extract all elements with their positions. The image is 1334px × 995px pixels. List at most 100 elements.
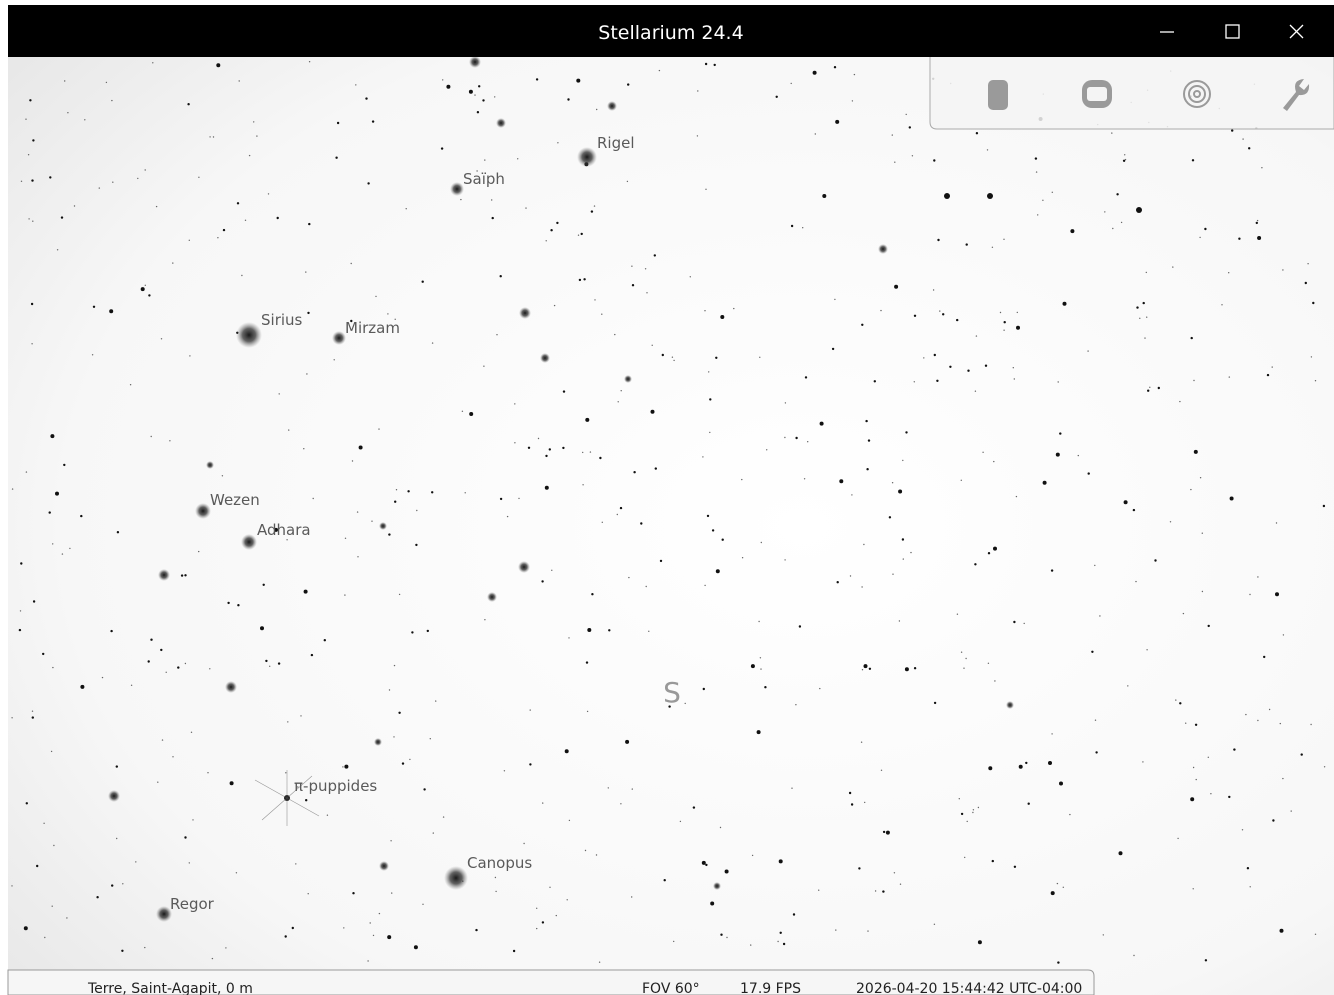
faint-star: [414, 945, 418, 949]
faint-star: [337, 122, 339, 124]
star[interactable]: [225, 681, 237, 693]
star[interactable]: [374, 738, 382, 746]
star[interactable]: [206, 461, 214, 469]
faint-star: [371, 521, 372, 522]
faint-star: [804, 478, 805, 479]
faint-star: [1249, 594, 1250, 595]
faint-star: [934, 702, 936, 704]
faint-star: [648, 631, 649, 632]
faint-star: [1144, 337, 1145, 338]
screen: Rigel Saïph Sirius Mirzam Wezen Adhara π…: [0, 0, 1334, 995]
faint-star: [1069, 814, 1070, 815]
star[interactable]: [444, 866, 468, 890]
faint-star: [1023, 623, 1024, 624]
faint-star: [590, 451, 591, 452]
star[interactable]: [624, 375, 632, 383]
faint-star: [673, 941, 674, 942]
faint-star: [720, 315, 724, 319]
faint-star: [209, 668, 210, 669]
star[interactable]: [496, 118, 506, 128]
faint-star: [227, 602, 229, 604]
faint-star: [373, 935, 374, 936]
faint-star: [1121, 222, 1122, 223]
faint-star: [1051, 733, 1052, 734]
faint-star: [631, 266, 632, 267]
faint-star: [177, 666, 179, 668]
star[interactable]: [108, 790, 120, 802]
faint-star: [216, 63, 220, 67]
faint-star: [1190, 797, 1194, 801]
icon-button[interactable]: [988, 80, 1008, 110]
faint-star: [1238, 238, 1240, 240]
faint-star: [963, 668, 964, 669]
star[interactable]: [241, 534, 257, 550]
faint-star: [965, 658, 966, 659]
faint-star: [1208, 625, 1210, 627]
faint-star: [542, 921, 544, 923]
star[interactable]: [944, 193, 950, 199]
faint-star: [130, 384, 131, 385]
star[interactable]: [158, 569, 170, 581]
faint-star: [391, 892, 392, 893]
star[interactable]: [1006, 701, 1014, 709]
faint-star: [712, 529, 714, 531]
star[interactable]: [540, 353, 550, 363]
faint-star: [517, 158, 518, 159]
faint-star: [1172, 266, 1173, 267]
faint-star: [910, 552, 911, 553]
faint-star: [976, 335, 977, 336]
faint-star: [869, 668, 871, 670]
faint-star: [245, 220, 246, 221]
star[interactable]: [450, 182, 464, 196]
star[interactable]: [379, 522, 387, 530]
faint-star: [478, 85, 480, 87]
faint-star: [189, 862, 190, 863]
faint-star: [757, 730, 761, 734]
faint-star: [759, 357, 760, 358]
faint-star: [933, 159, 935, 161]
star[interactable]: [195, 503, 211, 519]
faint-star: [697, 90, 698, 91]
star[interactable]: [487, 592, 497, 602]
faint-star: [1179, 702, 1181, 704]
faint-star: [1158, 387, 1160, 389]
faint-star: [351, 263, 352, 264]
faint-star: [664, 879, 666, 881]
star[interactable]: [518, 561, 530, 573]
star[interactable]: [379, 861, 389, 871]
faint-star: [909, 126, 911, 128]
faint-star: [500, 498, 502, 500]
faint-star: [764, 686, 766, 688]
star[interactable]: [878, 244, 888, 254]
star[interactable]: [236, 322, 262, 348]
star[interactable]: [987, 193, 993, 199]
star[interactable]: [607, 101, 617, 111]
star[interactable]: [519, 307, 531, 319]
star[interactable]: [332, 331, 346, 345]
faint-star: [820, 422, 824, 426]
star[interactable]: [713, 882, 721, 890]
faint-star: [813, 71, 817, 75]
star[interactable]: [577, 147, 597, 167]
faint-star: [556, 915, 557, 916]
star[interactable]: [1136, 207, 1142, 213]
faint-star: [1280, 929, 1284, 933]
faint-star: [705, 189, 706, 190]
faint-star: [357, 511, 358, 512]
star[interactable]: [469, 56, 481, 68]
faint-star: [1301, 753, 1303, 755]
faint-star: [697, 135, 698, 136]
faint-star: [793, 913, 795, 915]
faint-star: [807, 441, 808, 442]
faint-star: [1208, 757, 1209, 758]
faint-star: [1116, 193, 1118, 195]
faint-star: [33, 600, 35, 602]
faint-star: [49, 176, 51, 178]
faint-star: [632, 788, 633, 789]
faint-star: [148, 294, 150, 296]
faint-star: [563, 390, 565, 392]
faint-star: [465, 492, 466, 493]
faint-star: [777, 941, 778, 942]
faint-star: [581, 233, 583, 235]
sky-view[interactable]: [8, 57, 1334, 995]
